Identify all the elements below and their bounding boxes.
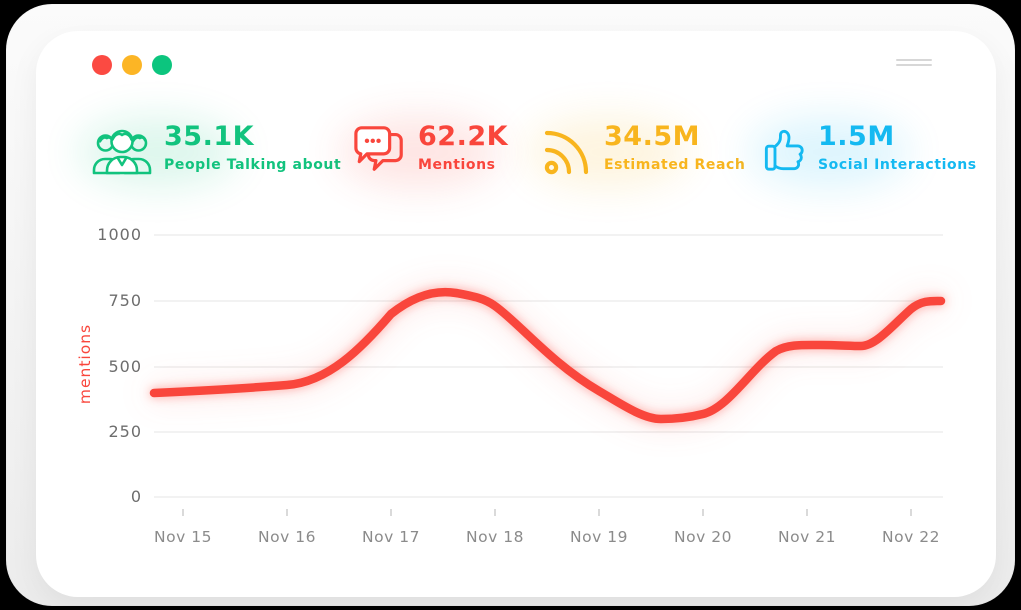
stat-value: 35.1K [164, 121, 255, 152]
stat-people-talking: 35.1K People Talking about [78, 117, 342, 187]
device-frame: 35.1K People Talking about 62.2K Mention… [6, 4, 1015, 606]
x-tick-label: Nov 16 [258, 528, 316, 546]
y-tick-label: 750 [108, 291, 142, 310]
maximize-button[interactable] [152, 55, 172, 75]
dashboard-window: 35.1K People Talking about 62.2K Mention… [36, 31, 996, 597]
hamburger-menu-icon[interactable] [896, 59, 932, 66]
x-tick-label: Nov 17 [362, 528, 420, 546]
stat-label: People Talking about [164, 157, 342, 174]
stat-social-interactions: 1.5M Social Interactions [749, 117, 977, 187]
y-tick-label: 1000 [97, 225, 142, 244]
hamburger-line [896, 64, 932, 66]
x-tick-label: Nov 20 [674, 528, 732, 546]
x-tick-label: Nov 21 [778, 528, 836, 546]
x-tick-label: Nov 19 [570, 528, 628, 546]
y-tick-label: 500 [108, 357, 142, 376]
thumbs-up-icon [763, 123, 807, 177]
minimize-button[interactable] [122, 55, 142, 75]
y-tick-label: 0 [131, 487, 142, 506]
x-tick-label: Nov 15 [154, 528, 212, 546]
glow-halo [78, 117, 238, 187]
x-tick-label: Nov 22 [882, 528, 940, 546]
chat-bubbles-icon [353, 123, 405, 177]
stat-value: 34.5M [604, 121, 700, 152]
mentions-series-line [149, 287, 946, 424]
stat-label: Estimated Reach [604, 157, 746, 174]
people-group-icon [92, 123, 154, 177]
stat-value: 62.2K [418, 121, 509, 152]
window-controls [92, 55, 172, 75]
stat-label: Social Interactions [818, 157, 977, 174]
stat-estimated-reach: 34.5M Estimated Reach [528, 117, 746, 187]
close-button[interactable] [92, 55, 112, 75]
y-tick-label: 250 [108, 422, 142, 441]
stat-value: 1.5M [818, 121, 895, 152]
x-tick-label: Nov 18 [466, 528, 524, 546]
y-axis-title: mentions [76, 324, 94, 404]
stat-label: Mentions [418, 157, 496, 174]
stat-mentions: 62.2K Mentions [339, 117, 509, 187]
hamburger-line [896, 59, 932, 61]
mentions-line-chart: 1000 750 500 250 0 mentions Nov 15 Nov 1… [76, 223, 976, 558]
rss-feed-icon [542, 123, 594, 177]
